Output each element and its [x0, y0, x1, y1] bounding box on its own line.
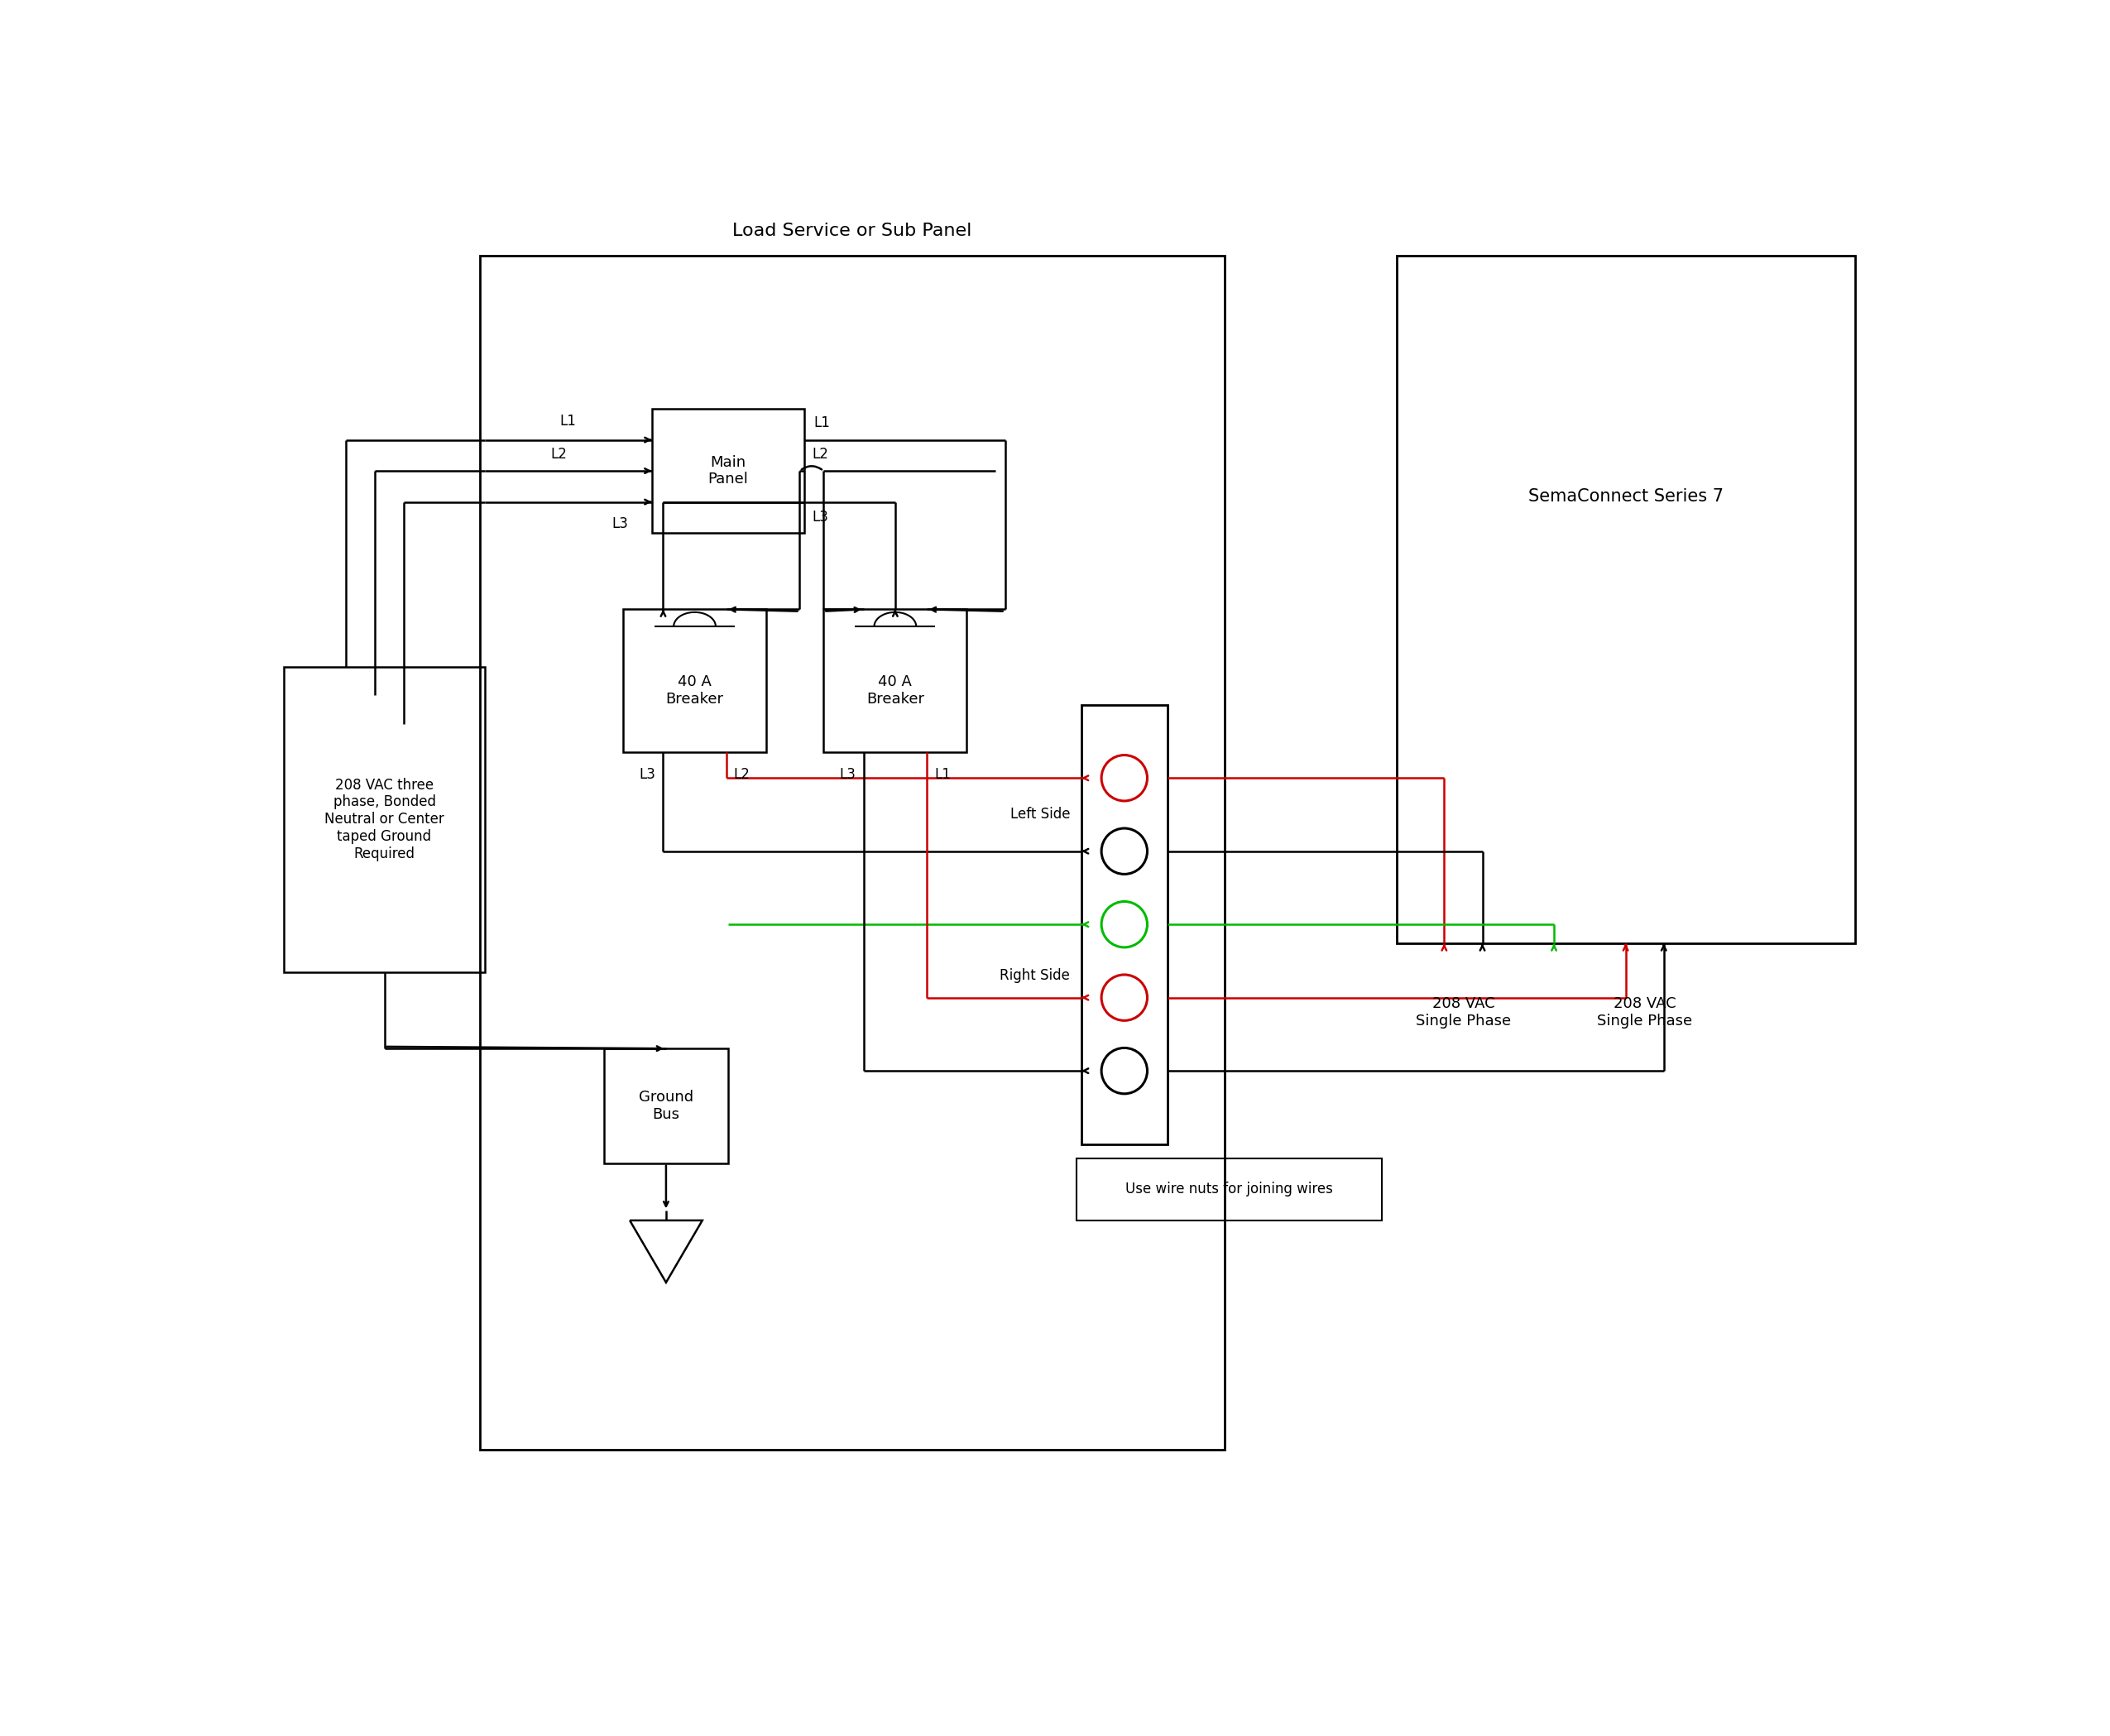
- Text: L3: L3: [840, 767, 857, 781]
- Text: 208 VAC
Single Phase: 208 VAC Single Phase: [1416, 996, 1511, 1028]
- Text: L3: L3: [812, 510, 829, 524]
- Bar: [285, 667, 485, 972]
- Bar: [1397, 255, 1855, 944]
- Text: Main
Panel: Main Panel: [707, 455, 749, 486]
- Text: L2: L2: [812, 446, 829, 462]
- Text: 208 VAC
Single Phase: 208 VAC Single Phase: [1597, 996, 1692, 1028]
- Text: SemaConnect Series 7: SemaConnect Series 7: [1528, 488, 1724, 505]
- Text: L2: L2: [734, 767, 751, 781]
- Text: 208 VAC three
phase, Bonded
Neutral or Center
taped Ground
Required: 208 VAC three phase, Bonded Neutral or C…: [325, 778, 445, 861]
- Text: L1: L1: [559, 413, 576, 429]
- Bar: [823, 609, 966, 753]
- Text: Right Side: Right Side: [1000, 969, 1070, 983]
- Bar: [1076, 1158, 1382, 1220]
- Text: 40 A
Breaker: 40 A Breaker: [867, 675, 924, 707]
- Bar: [479, 255, 1224, 1450]
- Bar: [652, 410, 804, 533]
- Text: L2: L2: [551, 446, 568, 462]
- Bar: [603, 1049, 728, 1163]
- Text: Use wire nuts for joining wires: Use wire nuts for joining wires: [1125, 1182, 1334, 1196]
- Bar: [622, 609, 766, 753]
- Text: L1: L1: [814, 415, 831, 431]
- Bar: [1080, 705, 1167, 1144]
- Text: L1: L1: [935, 767, 952, 781]
- Text: Load Service or Sub Panel: Load Service or Sub Panel: [732, 222, 973, 240]
- Text: Ground
Bus: Ground Bus: [639, 1090, 694, 1121]
- Text: L3: L3: [612, 516, 629, 531]
- Text: L3: L3: [639, 767, 656, 781]
- Text: 40 A
Breaker: 40 A Breaker: [667, 675, 724, 707]
- Text: Left Side: Left Side: [1011, 807, 1070, 823]
